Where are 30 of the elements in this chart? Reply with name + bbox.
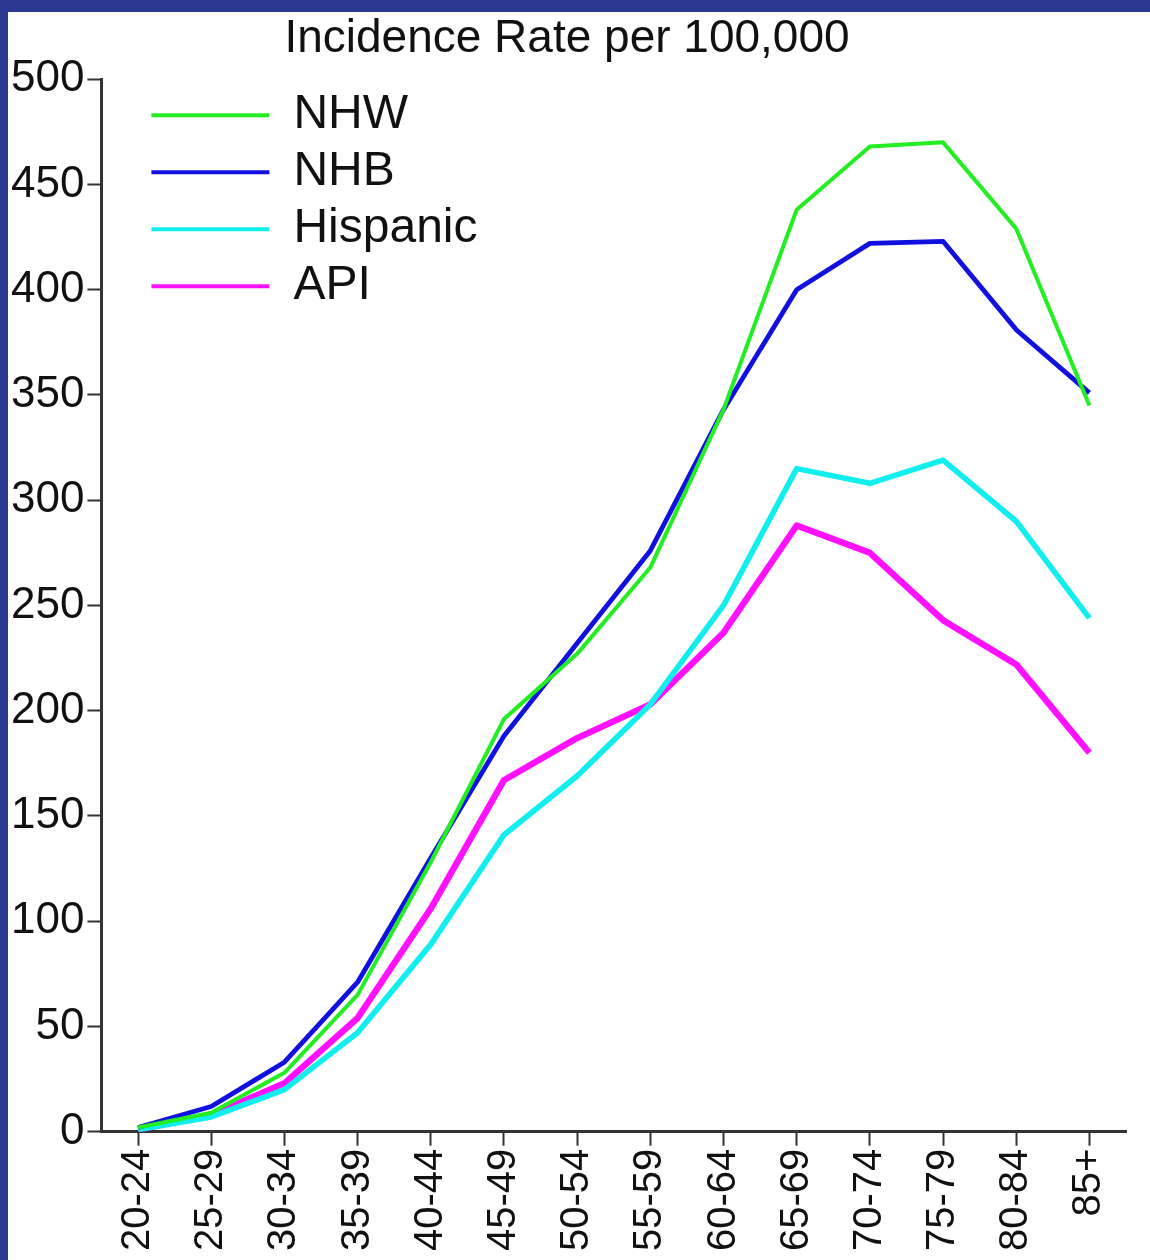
x-tick-label: 25-29 bbox=[186, 1148, 231, 1252]
x-tick-label: 35-39 bbox=[332, 1148, 377, 1252]
x-tick-label: 70-74 bbox=[844, 1148, 889, 1252]
x-tick-label: 55-59 bbox=[625, 1148, 670, 1252]
y-tick-label: 50 bbox=[35, 998, 85, 1048]
x-tick-label: 50-54 bbox=[552, 1148, 597, 1252]
y-tick-label: 400 bbox=[10, 261, 85, 311]
x-tick-label: 65-69 bbox=[771, 1148, 816, 1252]
y-tick-label: 0 bbox=[59, 1103, 85, 1153]
legend-label: NHW bbox=[293, 85, 409, 139]
y-tick-label: 300 bbox=[10, 472, 85, 522]
y-tick-label: 100 bbox=[10, 893, 85, 943]
x-tick-label: 45-49 bbox=[478, 1148, 523, 1252]
legend-label: NHB bbox=[293, 142, 395, 196]
y-tick-label: 500 bbox=[10, 51, 85, 101]
x-tick-label: 85+ bbox=[1064, 1148, 1109, 1217]
x-tick-label: 20-24 bbox=[113, 1148, 158, 1252]
y-tick-label: 250 bbox=[10, 577, 85, 627]
y-tick-label: 150 bbox=[10, 788, 85, 838]
x-tick-label: 80-84 bbox=[991, 1148, 1036, 1252]
x-tick-label: 60-64 bbox=[698, 1148, 743, 1252]
y-tick-label: 450 bbox=[10, 156, 85, 206]
x-tick-label: 75-79 bbox=[918, 1148, 963, 1252]
x-tick-label: 40-44 bbox=[405, 1148, 450, 1252]
legend-label: Hispanic bbox=[293, 199, 478, 253]
legend-label: API bbox=[293, 256, 371, 310]
y-tick-label: 200 bbox=[10, 682, 85, 732]
chart-title: Incidence Rate per 100,000 bbox=[284, 10, 850, 63]
y-tick-label: 350 bbox=[10, 367, 85, 417]
x-tick-label: 30-34 bbox=[259, 1148, 304, 1252]
